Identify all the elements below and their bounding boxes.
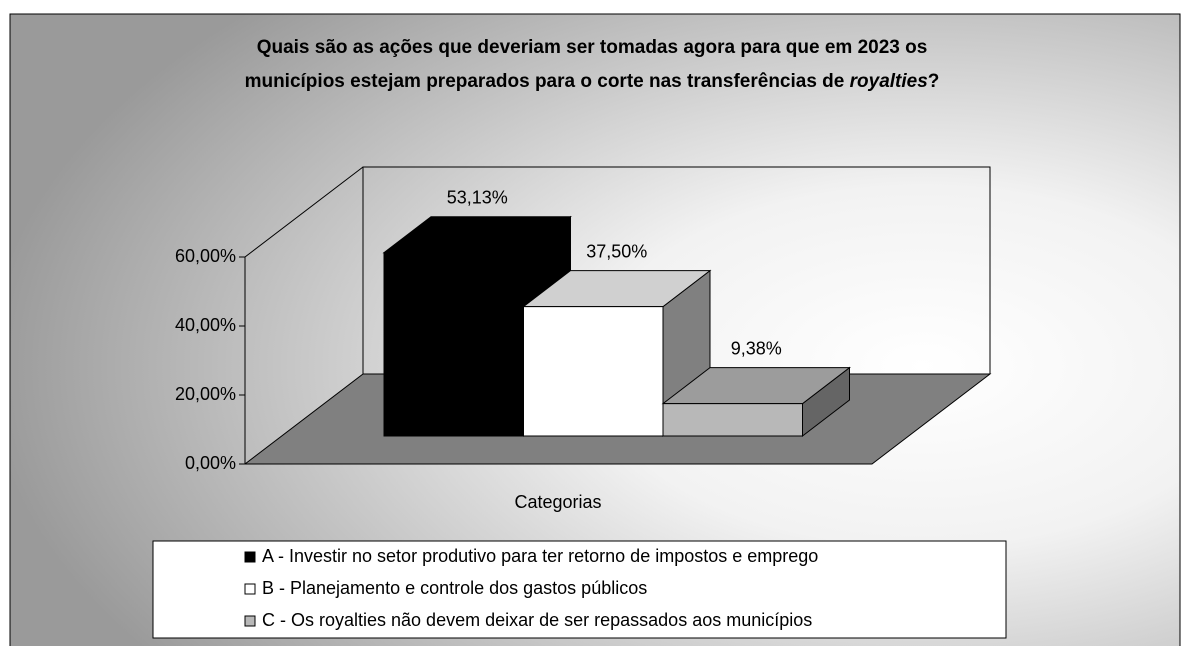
legend <box>152 540 1007 639</box>
y-tick-label: 0,00% <box>185 453 236 473</box>
bar-front <box>523 306 664 437</box>
bar <box>522 269 712 438</box>
y-tick-label: 60,00% <box>175 246 236 266</box>
back-wall <box>362 166 991 374</box>
value-label: 37,50% <box>586 241 647 261</box>
legend-label: B - Planejamento e controle dos gastos p… <box>262 578 647 598</box>
legend-label: A - Investir no setor produtivo para ter… <box>262 546 818 566</box>
legend-marker <box>244 551 256 563</box>
chart-title: royalties <box>850 71 928 92</box>
value-label: 53,13% <box>447 187 508 207</box>
chart-title: Quais são as ações que deveriam ser toma… <box>257 37 928 58</box>
y-tick-label: 40,00% <box>175 315 236 335</box>
y-tick-label: 20,00% <box>175 384 236 404</box>
x-axis-label: Categorias <box>514 492 601 512</box>
bar <box>661 366 851 438</box>
legend-marker <box>244 583 256 595</box>
bar-front <box>383 252 524 437</box>
chart-title: municípios estejam preparados para o cor… <box>245 71 845 92</box>
chart-title: ? <box>928 71 940 92</box>
legend-label: C - Os royalties não devem deixar de ser… <box>262 610 812 630</box>
value-label: 9,38% <box>731 338 782 358</box>
legend-marker <box>244 615 256 627</box>
chart-title: municípios estejam preparados para o cor… <box>245 71 940 92</box>
bar-front <box>662 403 803 437</box>
